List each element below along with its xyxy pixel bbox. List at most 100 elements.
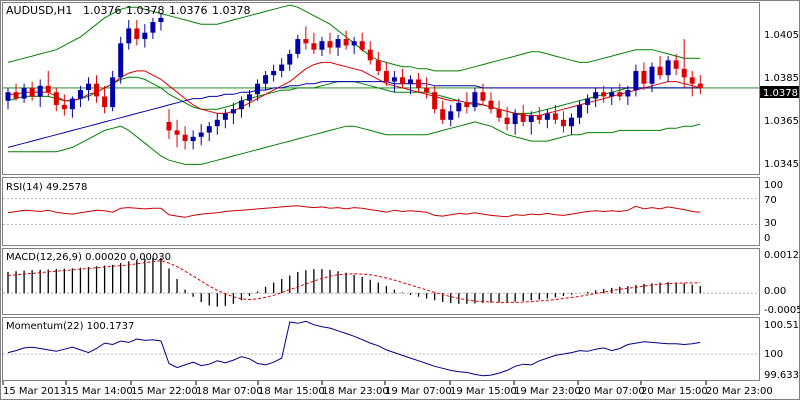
candle-body	[657, 66, 663, 76]
x-axis-label: 19 Mar 15:00	[450, 386, 517, 397]
price-tick-3: 1.0365	[764, 116, 799, 127]
candle-body	[77, 90, 83, 99]
candle-body	[480, 92, 486, 101]
rsi-line	[7, 205, 701, 218]
candle-body	[142, 32, 148, 40]
overlay-line-3	[8, 61, 701, 117]
candle-body	[689, 77, 695, 84]
candle-body	[359, 41, 365, 50]
rsi-tick-70: 70	[764, 195, 777, 206]
candle-body	[295, 39, 301, 54]
momentum-layer	[3, 320, 759, 377]
ohlc-close: 1.0378	[212, 4, 251, 17]
candle-body	[263, 75, 269, 84]
x-axis-label: 18 Mar 23:00	[322, 386, 389, 397]
candle-body	[166, 121, 172, 131]
candle-body	[126, 28, 132, 44]
candle-body	[303, 39, 309, 44]
candle-body	[150, 22, 156, 33]
candle-body	[408, 79, 413, 84]
candle-body	[21, 87, 27, 99]
candle-body	[432, 92, 438, 110]
candle-body	[383, 70, 389, 82]
momentum-tick-bottom: 99.6331	[764, 370, 800, 381]
candle-body	[279, 64, 285, 71]
candle-body	[625, 90, 631, 97]
candle-body	[504, 117, 510, 125]
candle-body	[255, 83, 261, 95]
rsi-tick-30: 30	[764, 218, 777, 229]
candle-body	[45, 85, 51, 93]
rsi-label: RSI(14) 49.2578	[6, 182, 87, 193]
candle-body	[29, 87, 35, 97]
rsi-pane	[2, 177, 760, 246]
candle-body	[520, 113, 526, 122]
candle-body	[488, 100, 494, 110]
candle-body	[512, 113, 518, 125]
candle-body	[641, 70, 647, 84]
candle-body	[118, 43, 124, 78]
candle-body	[335, 39, 341, 48]
candle-body	[102, 96, 108, 108]
candle-body	[319, 41, 325, 50]
candle-body	[238, 100, 244, 110]
candle-body	[247, 94, 252, 101]
x-axis-label: 18 Mar 15:00	[258, 386, 325, 397]
momentum-tick-top: 100.5134	[764, 320, 800, 331]
candle-body	[134, 28, 140, 40]
candle-body	[424, 87, 430, 93]
price-layer	[3, 4, 759, 165]
candle-body	[206, 126, 212, 133]
candle-body	[681, 68, 687, 78]
candle-body	[343, 39, 349, 46]
candle-body	[560, 119, 566, 127]
x-axis-label: 20 Mar 23:00	[706, 386, 773, 397]
symbol-label: AUDUSD,H1	[6, 4, 72, 17]
candle-body	[552, 113, 558, 120]
candle-body	[375, 60, 381, 71]
candle-body	[287, 53, 293, 65]
candle-body	[214, 119, 220, 127]
candle-body	[37, 85, 43, 97]
x-axis-label: 15 Mar 22:00	[131, 386, 198, 397]
momentum-line	[7, 320, 701, 377]
momentum-tick-100: 100	[764, 349, 783, 360]
candle-body	[182, 134, 188, 142]
candle-body	[472, 92, 478, 108]
candle-body	[536, 115, 542, 120]
candle-body	[198, 132, 204, 137]
candle-body	[53, 92, 59, 105]
candle-body	[697, 83, 703, 88]
macd-tick-top: 0.00122	[764, 250, 800, 261]
candle-body	[351, 41, 357, 46]
candle-body	[496, 109, 502, 118]
candle-body	[69, 98, 75, 110]
candle-body	[617, 92, 623, 97]
price-tick-2: 1.0385	[764, 73, 799, 84]
current-price-label: 1.0378	[763, 88, 798, 99]
candle-body	[673, 60, 679, 69]
candle-body	[61, 104, 67, 110]
candle-body	[158, 17, 164, 23]
x-axis-label: 15 Mar 14:00	[66, 386, 133, 397]
x-axis-label: 20 Mar 07:00	[578, 386, 645, 397]
momentum-label: Momentum(22) 100.1737	[6, 321, 134, 332]
momentum-pane	[2, 317, 760, 381]
candle-body	[327, 41, 333, 48]
candle-body	[585, 98, 591, 105]
rsi-layer	[3, 198, 759, 225]
candle-body	[569, 117, 574, 127]
candle-body	[601, 92, 607, 97]
candle-body	[94, 83, 100, 97]
candle-body	[440, 109, 446, 120]
candle-body	[633, 70, 639, 91]
price-tick-1: 1.0405	[764, 30, 799, 41]
current-price-marker	[760, 86, 799, 98]
candle-body	[271, 70, 277, 76]
candle-body	[391, 77, 397, 82]
candle-body	[456, 102, 462, 112]
candle-body	[416, 79, 422, 88]
